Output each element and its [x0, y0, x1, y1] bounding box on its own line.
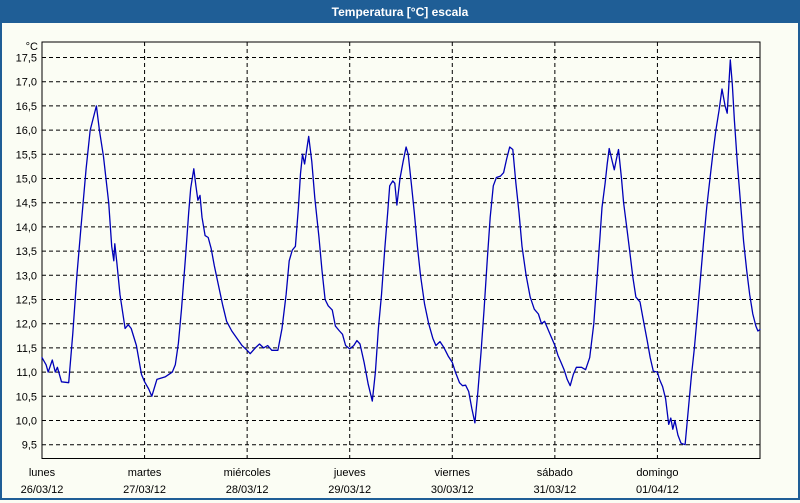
- x-day-date-label: 26/03/12: [21, 484, 64, 496]
- y-tick-label: 10,5: [16, 391, 37, 403]
- x-day-name-label: viernes: [435, 467, 471, 479]
- temperature-line: [41, 59, 761, 446]
- y-tick-label: 13,5: [16, 246, 37, 258]
- y-tick-label: 16,5: [16, 101, 37, 113]
- x-day-date-label: 30/03/12: [431, 484, 474, 496]
- x-day-date-label: 01/04/12: [636, 484, 679, 496]
- plot-border: [41, 41, 761, 459]
- y-tick-label: 17,0: [16, 77, 37, 89]
- x-day-name-label: lunes: [29, 467, 56, 479]
- x-day-date-label: 27/03/12: [123, 484, 166, 496]
- y-tick-label: 15,5: [16, 149, 37, 161]
- y-tick-label: 11,0: [16, 367, 37, 379]
- y-tick-label: 15,0: [16, 174, 37, 186]
- y-axis-unit-label: °C: [26, 41, 38, 53]
- window-title-bar: Temperatura [°C] escala: [2, 2, 798, 23]
- y-tick-label: 17,5: [16, 53, 37, 65]
- y-tick-label: 9,5: [22, 440, 37, 452]
- x-day-name-label: domingo: [636, 467, 678, 479]
- x-day-name-label: sábado: [537, 467, 573, 479]
- window-title: Temperatura [°C] escala: [331, 5, 469, 19]
- y-tick-label: 16,0: [16, 125, 37, 137]
- temperature-chart: 17,5 17,0 16,5 16,0 15,5 15,0 14,5 14,0 13,5 13,0…: [16, 41, 761, 496]
- y-tick-label: 12,5: [16, 295, 37, 307]
- y-tick-label: 12,0: [16, 319, 37, 331]
- y-tick-label: 11,5: [16, 343, 37, 355]
- y-tick-label: 13,0: [16, 270, 37, 282]
- x-day-date-label: 28/03/12: [226, 484, 269, 496]
- y-tick-label: 10,0: [16, 416, 37, 428]
- x-day-name-label: jueves: [333, 467, 366, 479]
- x-day-name-label: miércoles: [224, 467, 272, 479]
- y-tick-label: 14,0: [16, 222, 37, 234]
- x-day-date-label: 29/03/12: [328, 484, 371, 496]
- x-day-date-label: 31/03/12: [533, 484, 576, 496]
- chart-area: 17,5 17,0 16,5 16,0 15,5 15,0 14,5 14,0 13,5 13,0…: [2, 23, 798, 498]
- y-tick-label: 14,5: [16, 198, 37, 210]
- x-day-name-label: martes: [128, 467, 162, 479]
